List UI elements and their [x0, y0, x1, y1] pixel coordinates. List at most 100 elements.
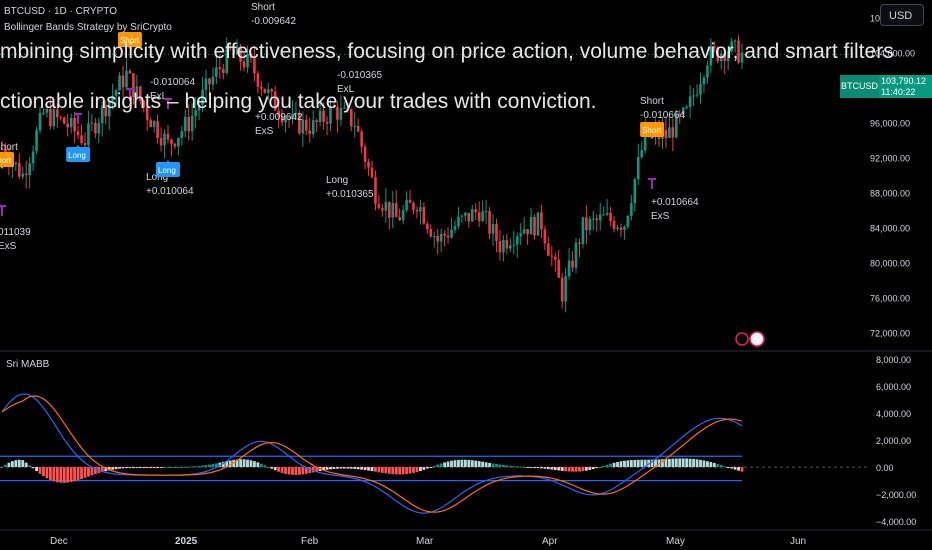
histogram-bar [591, 467, 595, 470]
candle-body [553, 256, 557, 260]
histogram-bar [55, 467, 59, 483]
histogram-bar [633, 459, 637, 468]
bar-countdown: 11:40:22 [881, 87, 916, 97]
histogram-bar [553, 467, 557, 471]
candle-body [702, 77, 706, 85]
candle-body [415, 209, 419, 212]
histogram-bar [256, 462, 260, 468]
histogram-bar [294, 467, 298, 475]
candle-body [571, 260, 574, 268]
candle-body [612, 220, 616, 229]
histogram-bar [52, 467, 56, 482]
histogram-bar [145, 467, 149, 469]
candle-body [529, 216, 533, 235]
candle-body [505, 240, 509, 249]
histogram-bar [173, 466, 177, 468]
histogram-bar [221, 461, 225, 468]
candle-body [671, 127, 675, 138]
price-tick-label: 92,000.00 [870, 154, 910, 164]
candle-body [464, 212, 467, 216]
time-axis-label: May [666, 536, 685, 547]
signal-arrow [75, 145, 82, 149]
histogram-bar [339, 467, 343, 469]
time-axis-label: Jun [790, 536, 806, 547]
histogram-bar [62, 467, 66, 483]
candle-body [592, 218, 595, 220]
histogram-bar [7, 462, 11, 468]
candle-body [491, 224, 495, 234]
candle-body [699, 84, 702, 95]
candle-body [201, 89, 204, 105]
histogram-bar [304, 467, 308, 474]
signal-arrow [649, 135, 656, 139]
candle-body [598, 214, 602, 221]
candle-body [173, 143, 177, 147]
candle-body [564, 276, 567, 302]
histogram-bar [17, 459, 21, 468]
histogram-bar [83, 467, 87, 478]
histogram-bar [626, 460, 630, 468]
histogram-bar [498, 464, 502, 468]
histogram-bar [170, 467, 173, 469]
histogram-bar [176, 466, 180, 468]
histogram-bar [477, 461, 481, 468]
candle-body [619, 227, 623, 230]
histogram-bar [10, 461, 14, 468]
histogram-bar [671, 458, 675, 468]
histogram-bar [291, 467, 294, 475]
histogram-bar [664, 459, 668, 468]
candle-body [688, 96, 692, 107]
histogram-bar [654, 459, 657, 468]
candle-body [540, 212, 543, 230]
candle-body [360, 131, 363, 147]
candle-body [450, 229, 453, 238]
candle-body [291, 113, 294, 120]
histogram-bar [69, 467, 73, 483]
signal-label: Short [251, 2, 275, 13]
histogram-bar [706, 461, 709, 468]
histogram-bar [453, 460, 457, 468]
histogram-bar [346, 467, 350, 469]
histogram-bar [159, 467, 163, 469]
candle-body [426, 223, 429, 230]
currency-button[interactable]: USD [880, 4, 924, 26]
histogram-bar [370, 467, 374, 472]
candle-body [211, 76, 215, 85]
candle-body [713, 46, 716, 48]
signal-label: ExL [150, 91, 168, 102]
histogram-bar [332, 467, 336, 469]
exit-marker [125, 88, 134, 99]
last-price-badge: BTCUSD 103,790.12 11:40:22 [840, 75, 932, 98]
candle-body [73, 117, 76, 132]
candle-body [633, 179, 637, 204]
histogram-bar [132, 467, 135, 469]
indicator-tick-label: −4,000.00 [876, 517, 916, 527]
histogram-bar [4, 464, 7, 468]
candle-body [595, 218, 599, 221]
candle-body [308, 130, 312, 134]
candle-body [730, 41, 733, 52]
signal-flag [155, 162, 180, 177]
histogram-bar [408, 467, 412, 474]
candle-body [481, 211, 484, 221]
histogram-bar [342, 467, 346, 469]
indicator-tick-label: 8,000.00 [876, 355, 911, 365]
histogram-bar [246, 459, 249, 468]
candle-body [578, 242, 581, 245]
histogram-bar [467, 459, 471, 468]
histogram-bar [425, 467, 429, 469]
signal-flag-text: Long [158, 166, 176, 175]
candle-body [260, 86, 263, 89]
histogram-bar [311, 467, 315, 473]
histogram-bar [598, 466, 602, 468]
candle-body [187, 116, 191, 132]
strategy-title: Bollinger Bands Strategy by SriCrypto [4, 22, 172, 33]
candle-body [83, 143, 87, 146]
candle-body [363, 146, 367, 162]
candle-body [17, 162, 21, 177]
symbol-title: BTCUSD · 1D · CRYPTO [4, 6, 117, 17]
candle-body [228, 46, 232, 49]
signal-label: Long [146, 172, 168, 183]
histogram-bar [533, 467, 536, 469]
